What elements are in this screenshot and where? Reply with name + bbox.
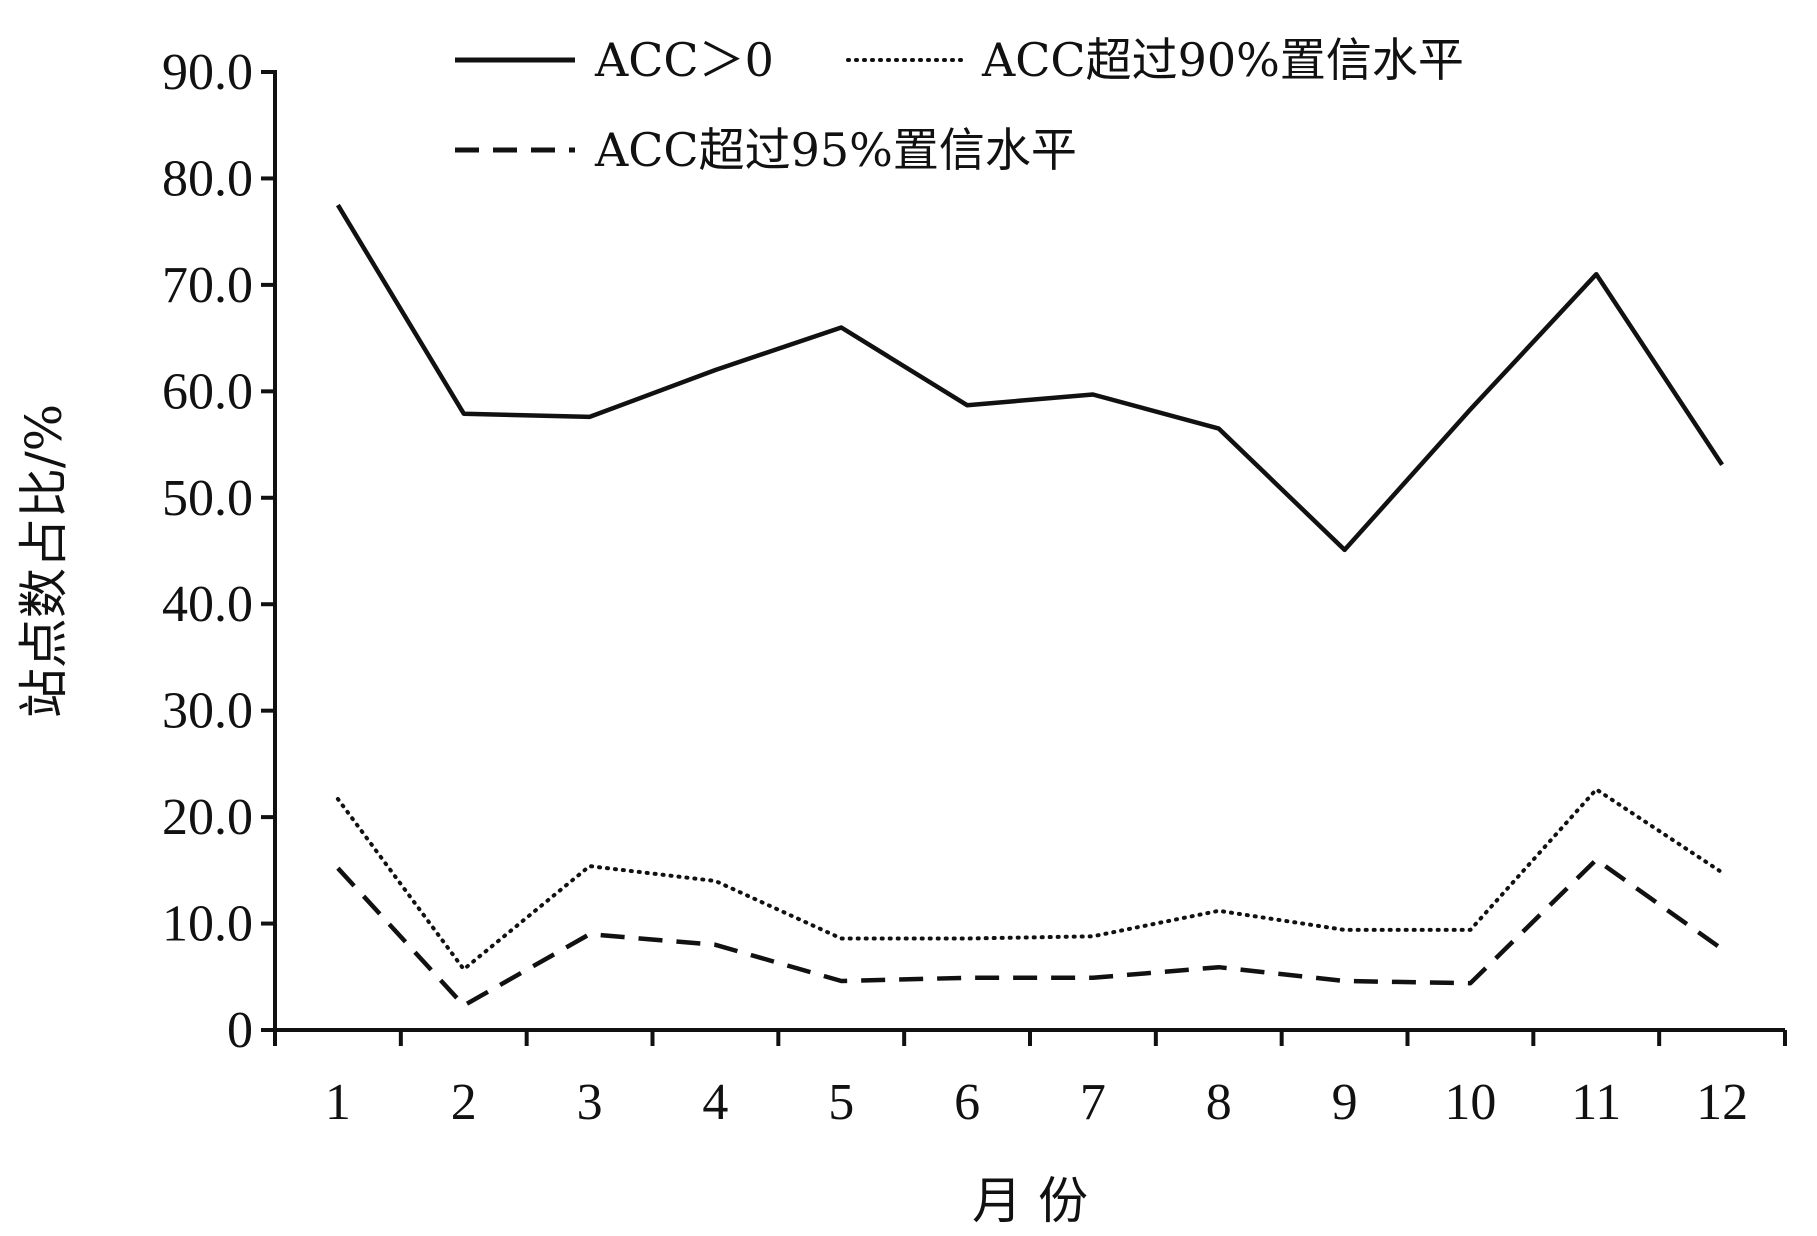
y-tick-label: 50.0 <box>162 470 253 527</box>
y-axis-title: 站点数占比/% <box>15 404 73 718</box>
x-tick-label: 5 <box>828 1074 854 1131</box>
x-tick-label: 7 <box>1080 1074 1106 1131</box>
series-1 <box>335 203 1724 553</box>
y-tick-label: 80.0 <box>162 150 253 207</box>
y-tick-label: 70.0 <box>162 257 253 314</box>
legend-label: ACC超过95%置信水平 <box>594 123 1077 177</box>
legend-item: ACC超过90%置信水平 <box>846 33 1464 87</box>
y-tick-label: 0 <box>227 1002 253 1059</box>
series-2 <box>335 787 1725 972</box>
series-lines <box>335 203 1725 1008</box>
y-tick-label: 20.0 <box>162 789 253 846</box>
x-tick-label: 12 <box>1696 1074 1748 1131</box>
series-line <box>336 857 1724 1008</box>
legend-label: ACC超过90%置信水平 <box>981 33 1464 87</box>
y-axis-ticks: 0 10.0 20.0 30.0 40.0 50.0 60.0 70.0 80.0 90.0 <box>162 44 275 1059</box>
x-tick-label: 10 <box>1444 1074 1496 1131</box>
x-tick-label: 9 <box>1332 1074 1358 1131</box>
x-tick-label: 2 <box>451 1074 477 1131</box>
x-axis-ticks: 1 2 3 4 5 6 7 8 9 10 11 12 <box>273 1030 1787 1131</box>
legend-label: ACC＞0 <box>594 33 774 87</box>
y-tick-label: 40.0 <box>162 576 253 633</box>
x-tick-label: 1 <box>325 1074 351 1131</box>
x-tick-label: 11 <box>1571 1074 1621 1131</box>
axes <box>273 70 1785 1032</box>
y-tick-label: 60.0 <box>162 363 253 420</box>
x-tick-label: 3 <box>577 1074 603 1131</box>
legend-item: ACC＞0 <box>455 33 774 87</box>
x-tick-label: 6 <box>954 1074 980 1131</box>
series-3 <box>336 857 1724 1008</box>
y-tick-label: 90.0 <box>162 44 253 101</box>
x-axis-title: 月 份 <box>972 1172 1088 1230</box>
x-tick-label: 8 <box>1206 1074 1232 1131</box>
legend-item: ACC超过95%置信水平 <box>455 123 1077 177</box>
y-tick-label: 10.0 <box>162 896 253 953</box>
x-tick-label: 4 <box>702 1074 728 1131</box>
series-line <box>335 787 1725 972</box>
series-line <box>335 203 1724 553</box>
y-tick-label: 30.0 <box>162 683 253 740</box>
legend: ACC＞0 ACC超过90%置信水平 ACC超过95%置信水平 <box>455 33 1464 177</box>
